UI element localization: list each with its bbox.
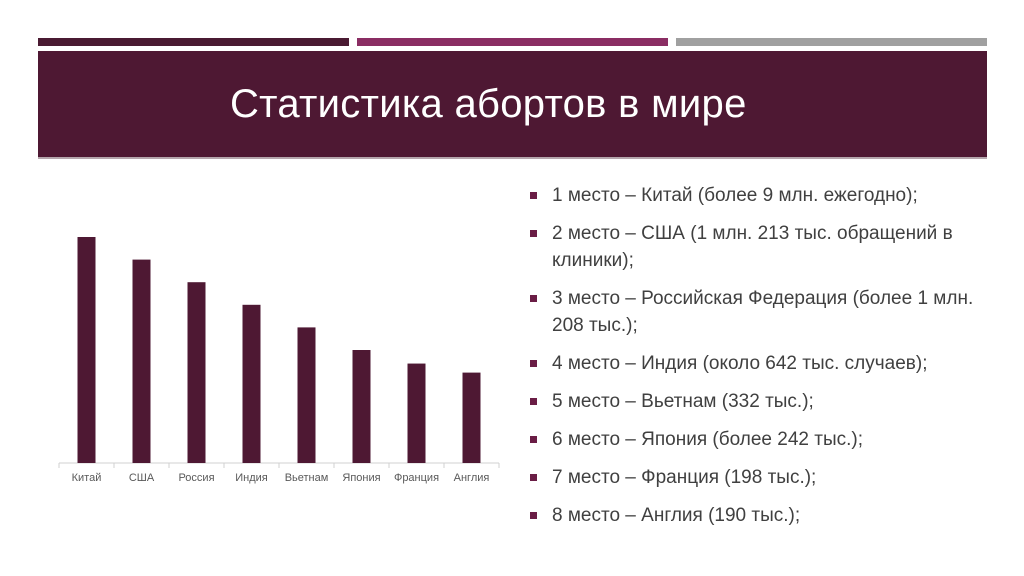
bullet-icon (530, 360, 537, 367)
bar-3 (242, 304, 261, 463)
top-stripe-3 (676, 38, 987, 46)
slide-title: Статистика абортов в мире (230, 81, 747, 126)
list-item-text: 2 место – США (1 млн. 213 тыс. обращений… (552, 223, 953, 271)
bullet-icon (530, 295, 537, 302)
list-item-text: 4 место – Индия (около 642 тыс. случаев)… (552, 353, 928, 374)
x-tick-label: Япония (342, 472, 380, 484)
list-item-text: 7 место – Франция (198 тыс.); (552, 467, 817, 488)
list-item: 3 место – Российская Федерация (более 1 … (530, 285, 1000, 339)
list-item: 7 место – Франция (198 тыс.); (530, 464, 1000, 491)
list-item: 2 место – США (1 млн. 213 тыс. обращений… (530, 220, 1000, 274)
bullet-icon (530, 512, 537, 519)
bar-7 (462, 372, 481, 463)
x-tick-label: Китай (72, 472, 102, 484)
bullet-icon (530, 230, 537, 237)
list-item: 5 место – Вьетнам (332 тыс.); (530, 388, 1000, 415)
bar-6 (407, 363, 426, 463)
list-item: 4 место – Индия (около 642 тыс. случаев)… (530, 350, 1000, 377)
list-item-text: 8 место – Англия (190 тыс.); (552, 505, 801, 526)
bar-5 (352, 350, 371, 463)
bar-1 (132, 259, 151, 463)
list-item: 1 место – Китай (более 9 млн. ежегодно); (530, 182, 1000, 209)
top-stripe-1 (38, 38, 349, 46)
title-band: Статистика абортов в мире (38, 51, 987, 159)
ranking-list: 1 место – Китай (более 9 млн. ежегодно);… (530, 182, 1000, 540)
list-item-text: 5 место – Вьетнам (332 тыс.); (552, 391, 814, 412)
bar-0 (77, 237, 96, 463)
list-item-text: 1 место – Китай (более 9 млн. ежегодно); (552, 185, 918, 206)
list-item: 6 место – Япония (более 242 тыс.); (530, 426, 1000, 453)
x-tick-label: Россия (178, 472, 214, 484)
list-item: 8 место – Англия (190 тыс.); (530, 502, 1000, 529)
list-item-text: 6 место – Япония (более 242 тыс.); (552, 429, 863, 450)
bar-4 (297, 327, 316, 463)
list-item-text: 3 место – Российская Федерация (более 1 … (552, 288, 974, 336)
x-tick-label: Франция (394, 472, 439, 484)
bullet-icon (530, 398, 537, 405)
bullet-icon (530, 474, 537, 481)
top-stripe-2 (357, 38, 668, 46)
x-tick-label: Англия (454, 472, 490, 484)
bar-chart: Китай США Россия Индия Вьетнам Япония Франция А… (58, 237, 500, 484)
x-tick-label: Индия (235, 472, 268, 484)
bar-2 (187, 282, 206, 463)
x-tick-label: США (129, 472, 155, 484)
bullet-icon (530, 436, 537, 443)
x-tick-label: Вьетнам (285, 472, 329, 484)
bullet-icon (530, 192, 537, 199)
